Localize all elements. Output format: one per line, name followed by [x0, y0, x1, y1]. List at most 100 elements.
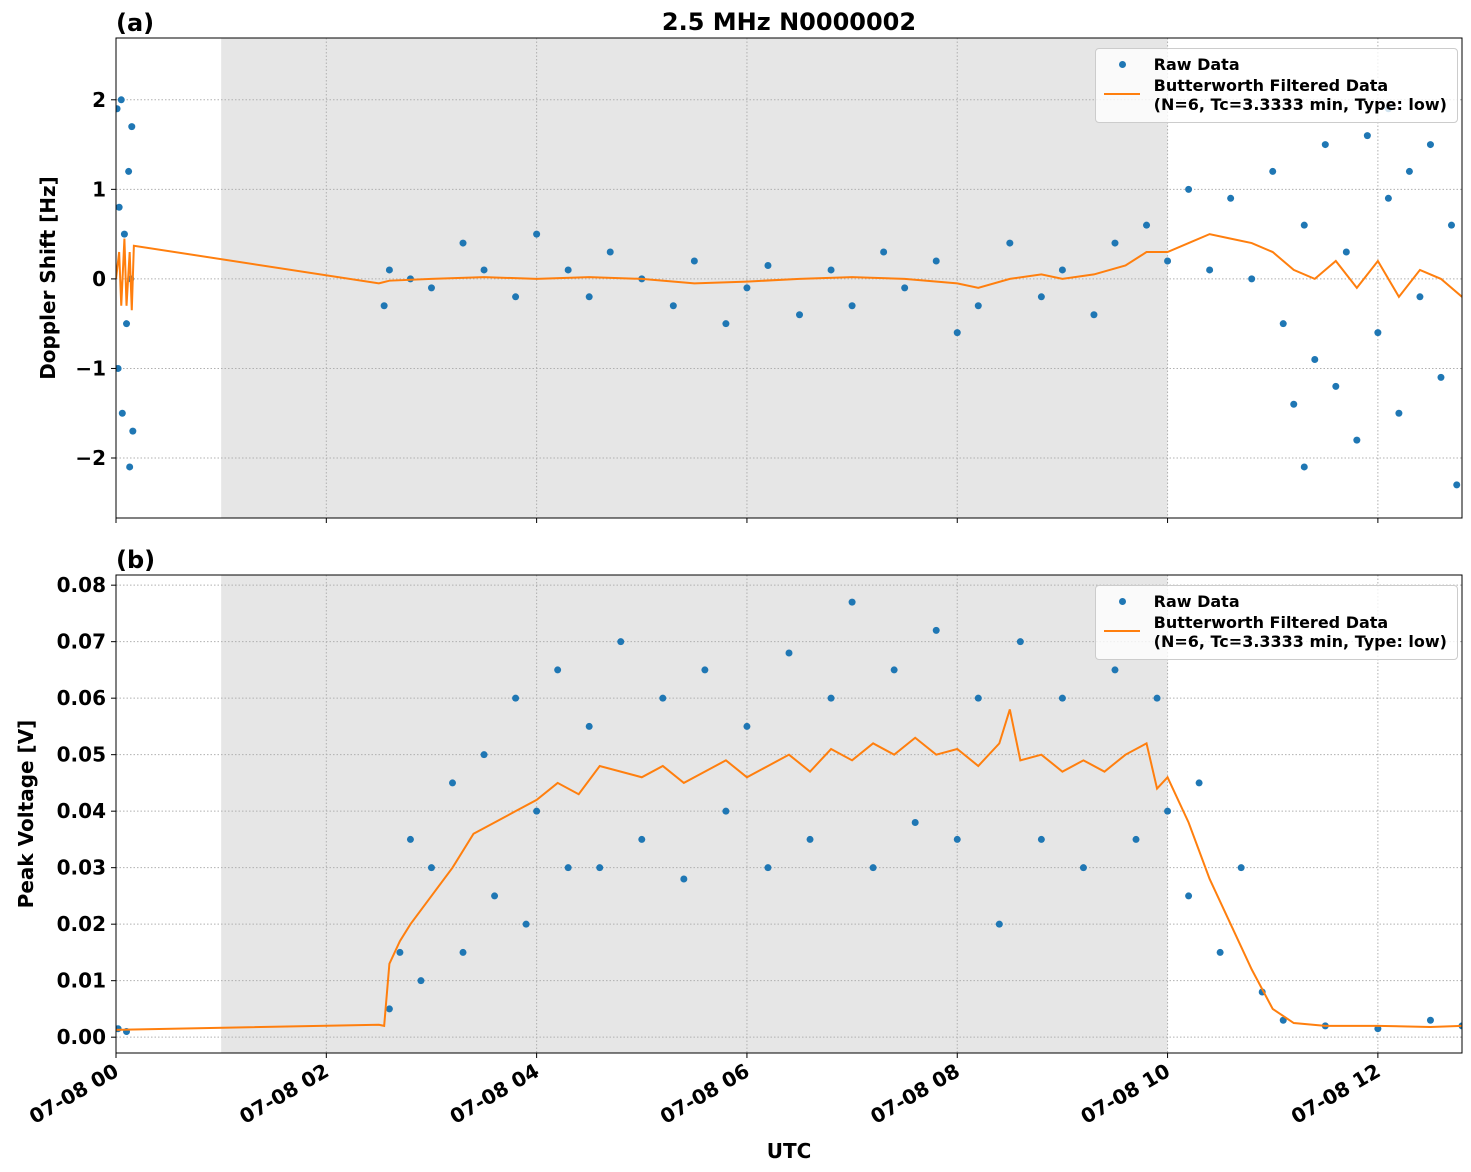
- raw-point: [932, 626, 940, 634]
- raw-point: [764, 864, 772, 872]
- raw-point: [564, 266, 572, 274]
- y-tick-label: −2: [75, 446, 106, 470]
- raw-point: [1279, 1016, 1287, 1024]
- raw-point: [427, 284, 435, 292]
- legend-line: [1103, 630, 1140, 632]
- raw-point: [1164, 807, 1172, 815]
- y-tick-label: 0.02: [57, 912, 106, 936]
- raw-point: [659, 694, 667, 702]
- raw-point: [1374, 1025, 1382, 1033]
- raw-point: [1016, 638, 1024, 646]
- raw-point: [974, 302, 982, 310]
- raw-point: [459, 239, 467, 247]
- y-tick-label: 0.01: [57, 969, 106, 993]
- raw-point: [743, 284, 751, 292]
- raw-point: [1426, 141, 1434, 149]
- raw-point: [1037, 835, 1045, 843]
- raw-point: [1447, 221, 1455, 229]
- raw-point: [1395, 409, 1403, 417]
- raw-point: [995, 920, 1003, 928]
- raw-point: [1237, 864, 1245, 872]
- raw-point: [680, 875, 688, 883]
- raw-point: [890, 666, 898, 674]
- filtered-line: [116, 709, 1462, 1031]
- y-tick-label: 0.03: [57, 856, 106, 880]
- raw-point: [1332, 382, 1340, 390]
- raw-point: [491, 892, 499, 900]
- panel-label: (a): [116, 9, 154, 37]
- x-tick-label: 07-08 04: [446, 1059, 544, 1129]
- raw-point: [396, 948, 404, 956]
- raw-point: [911, 818, 919, 826]
- axes-frame: [115, 37, 1463, 519]
- y-axis-label: Doppler Shift [Hz]: [36, 176, 60, 380]
- raw-point: [1363, 132, 1371, 140]
- shaded-span: [221, 575, 1168, 1053]
- raw-point: [1353, 436, 1361, 444]
- raw-point: [1279, 320, 1287, 328]
- raw-point: [512, 694, 520, 702]
- y-tick-label: 0.04: [57, 799, 106, 823]
- legend: Raw Data Butterworth Filtered Data (N=6, …: [1094, 48, 1458, 123]
- raw-point: [606, 248, 614, 256]
- raw-point: [1185, 892, 1193, 900]
- y-tick-label: 2: [92, 88, 106, 112]
- raw-point: [1216, 948, 1224, 956]
- raw-point: [796, 311, 804, 319]
- raw-point: [380, 302, 388, 310]
- raw-point: [785, 649, 793, 657]
- raw-point: [1164, 257, 1172, 265]
- raw-point: [385, 266, 393, 274]
- raw-point: [1384, 194, 1392, 202]
- raw-point: [690, 257, 698, 265]
- x-tick-label: 07-08 10: [1077, 1059, 1175, 1129]
- x-axis-label: UTC: [767, 1139, 812, 1163]
- raw-point: [1342, 248, 1350, 256]
- raw-point: [827, 266, 835, 274]
- raw-point: [1269, 167, 1277, 175]
- raw-point: [129, 427, 137, 435]
- raw-point: [1227, 194, 1235, 202]
- legend-key: [1102, 592, 1142, 611]
- raw-point: [701, 666, 709, 674]
- raw-point: [1405, 167, 1413, 175]
- raw-point: [848, 302, 856, 310]
- raw-point: [953, 835, 961, 843]
- raw-point: [406, 835, 414, 843]
- raw-point: [722, 807, 730, 815]
- raw-point: [449, 779, 456, 787]
- raw-point: [1111, 666, 1119, 674]
- raw-point: [417, 977, 425, 985]
- raw-point: [1058, 694, 1066, 702]
- raw-point: [1143, 221, 1151, 229]
- raw-point: [585, 722, 593, 730]
- raw-point: [1111, 239, 1119, 247]
- raw-point: [1132, 835, 1140, 843]
- raw-point: [617, 638, 625, 646]
- raw-point: [1153, 694, 1161, 702]
- raw-point: [1079, 864, 1087, 872]
- raw-point: [953, 329, 961, 337]
- raw-point: [1300, 463, 1308, 471]
- legend-dot: [1118, 598, 1126, 605]
- raw-point: [125, 167, 133, 175]
- legend-entry: Butterworth Filtered Data (N=6, Tc=3.333…: [1102, 613, 1447, 651]
- raw-point: [806, 835, 814, 843]
- raw-point: [638, 835, 646, 843]
- raw-point: [1185, 185, 1193, 193]
- shaded-span: [221, 38, 1168, 518]
- legend-entry: Raw Data: [1102, 55, 1447, 74]
- legend-key: [1102, 76, 1142, 95]
- legend-entry: Butterworth Filtered Data (N=6, Tc=3.333…: [1102, 76, 1447, 114]
- plot-area: [116, 598, 1462, 1036]
- legend-key: [1102, 613, 1142, 632]
- y-tick-label: 0.00: [57, 1025, 106, 1049]
- y-tick-label: 1: [92, 177, 106, 201]
- raw-point: [932, 257, 940, 265]
- raw-point: [585, 293, 593, 301]
- legend-label: Raw Data: [1153, 592, 1240, 611]
- raw-point: [848, 598, 856, 606]
- raw-point: [1037, 293, 1045, 301]
- raw-point: [722, 320, 730, 328]
- raw-point: [116, 364, 122, 372]
